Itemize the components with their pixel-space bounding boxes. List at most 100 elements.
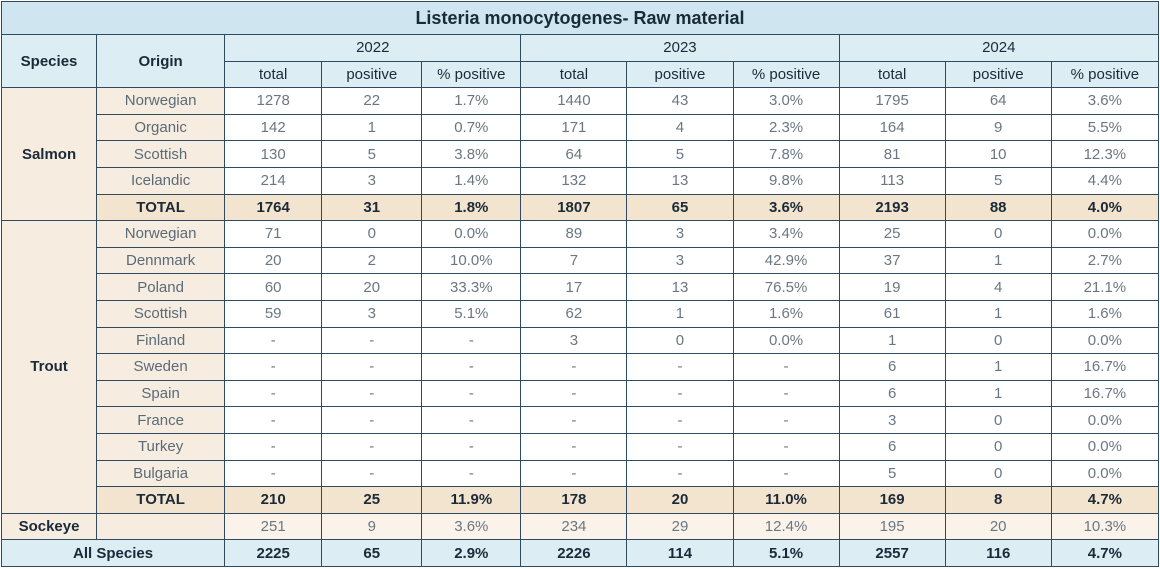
subheader-positive: positive: [944, 60, 1052, 89]
value-cell: 1.6%: [732, 299, 840, 328]
value-cell: 6: [838, 432, 946, 461]
value-cell: 214: [224, 166, 323, 195]
value-cell: 1: [838, 326, 946, 355]
value-cell: 64: [520, 140, 628, 168]
value-cell: 3.0%: [732, 87, 840, 115]
total-value-cell: 169: [838, 486, 946, 514]
value-cell: 0.0%: [1050, 326, 1160, 355]
value-cell: -: [421, 406, 522, 434]
value-cell: 1: [944, 246, 1052, 275]
value-cell: -: [421, 379, 522, 408]
origin-header: Origin: [96, 33, 226, 89]
table-row: Dennmark 20 2 10.0% 7 3 42.9% 37 1 2.7%: [2, 246, 1160, 275]
total-row: TOTAL 1764 31 1.8% 1807 65 3.6% 2193 88 4.0%: [2, 193, 1160, 222]
total-value-cell: 31: [321, 193, 423, 222]
value-cell: 132: [520, 166, 628, 195]
all-species-value-cell: 114: [626, 539, 734, 567]
value-cell: -: [224, 432, 323, 461]
value-cell: -: [626, 432, 734, 461]
value-cell: 25: [838, 220, 946, 248]
value-cell: -: [520, 459, 628, 488]
value-cell: 64: [944, 87, 1052, 115]
all-species-value-cell: 2226: [520, 539, 628, 567]
value-cell: 3: [321, 299, 423, 328]
value-cell: 3: [626, 246, 734, 275]
value-cell: 2.7%: [1050, 246, 1160, 275]
value-cell: 16.7%: [1050, 353, 1160, 381]
value-cell: 20: [224, 246, 323, 275]
value-cell: 2: [321, 246, 423, 275]
value-cell: 0: [944, 220, 1052, 248]
value-cell: 1.6%: [1050, 299, 1160, 328]
value-cell: -: [520, 406, 628, 434]
subheader-positive: positive: [321, 60, 423, 89]
total-value-cell: 20: [626, 486, 734, 514]
value-cell: 1: [321, 113, 423, 142]
total-value-cell: 88: [944, 193, 1052, 222]
subheader-pct-positive: % positive: [732, 60, 840, 89]
value-cell: 0.0%: [1050, 220, 1160, 248]
value-cell: 0: [944, 326, 1052, 355]
origin-cell: Sweden: [96, 353, 226, 381]
value-cell: 3: [626, 220, 734, 248]
value-cell: 22: [321, 87, 423, 115]
species-header: Species: [0, 33, 98, 89]
subheader-total: total: [224, 60, 323, 89]
table-row: Sweden - - - - - -6 1 16.7%: [2, 353, 1160, 381]
value-cell: 19: [838, 273, 946, 301]
value-cell: 81: [838, 140, 946, 168]
total-value-cell: 8: [944, 486, 1052, 514]
value-cell: 17: [520, 273, 628, 301]
table-row: Turkey - - - - - -6 0 0.0%: [2, 432, 1160, 461]
value-cell: 5: [944, 166, 1052, 195]
value-cell: -: [421, 432, 522, 461]
value-cell: 59: [224, 299, 323, 328]
table-row: Organic 142 1 0.7% 171 4 2.3% 164 9 5.5%: [2, 113, 1160, 142]
value-cell: 13: [626, 166, 734, 195]
value-cell: 1: [944, 299, 1052, 328]
value-cell: 1278: [224, 87, 323, 115]
origin-cell: France: [96, 406, 226, 434]
total-value-cell: 178: [520, 486, 628, 514]
origin-cell: Norwegian: [96, 87, 226, 115]
origin-cell: Poland: [96, 273, 226, 301]
origin-cell: Organic: [96, 113, 226, 142]
value-cell: 3.8%: [421, 140, 522, 168]
all-species-value-cell: 4.7%: [1050, 539, 1160, 567]
value-cell: 20: [321, 273, 423, 301]
value-cell: 5: [838, 459, 946, 488]
all-species-value-cell: 65: [321, 539, 423, 567]
value-cell: -: [321, 459, 423, 488]
total-value-cell: 25: [321, 486, 423, 514]
value-cell: 10.3%: [1050, 512, 1160, 541]
value-cell: -: [421, 353, 522, 381]
value-cell: 1: [944, 353, 1052, 381]
total-value-cell: 2193: [838, 193, 946, 222]
value-cell: 6: [838, 353, 946, 381]
value-cell: -: [224, 353, 323, 381]
value-cell: -: [732, 353, 840, 381]
value-cell: -: [224, 326, 323, 355]
value-cell: 3.6%: [421, 512, 522, 541]
value-cell: -: [732, 432, 840, 461]
value-cell: 9.8%: [732, 166, 840, 195]
value-cell: 3: [520, 326, 628, 355]
value-cell: 195: [838, 512, 946, 541]
all-species-value-cell: 116: [944, 539, 1052, 567]
table-row: Finland - - -3 0 0.0% 1 0 0.0%: [2, 326, 1160, 355]
total-value-cell: 11.0%: [732, 486, 840, 514]
value-cell: 13: [626, 273, 734, 301]
value-cell: -: [520, 432, 628, 461]
value-cell: 4: [944, 273, 1052, 301]
value-cell: 0.7%: [421, 113, 522, 142]
total-value-cell: 4.0%: [1050, 193, 1160, 222]
total-value-cell: 4.7%: [1050, 486, 1160, 514]
table-row: Poland 60 20 33.3% 17 13 76.5% 19 4 21.1%: [2, 273, 1160, 301]
value-cell: 5.1%: [421, 299, 522, 328]
value-cell: -: [732, 379, 840, 408]
total-value-cell: 1.8%: [421, 193, 522, 222]
origin-cell: Spain: [96, 379, 226, 408]
value-cell: 0: [626, 326, 734, 355]
table-row: Spain - - - - - -6 1 16.7%: [2, 379, 1160, 408]
all-species-value-cell: 5.1%: [732, 539, 840, 567]
